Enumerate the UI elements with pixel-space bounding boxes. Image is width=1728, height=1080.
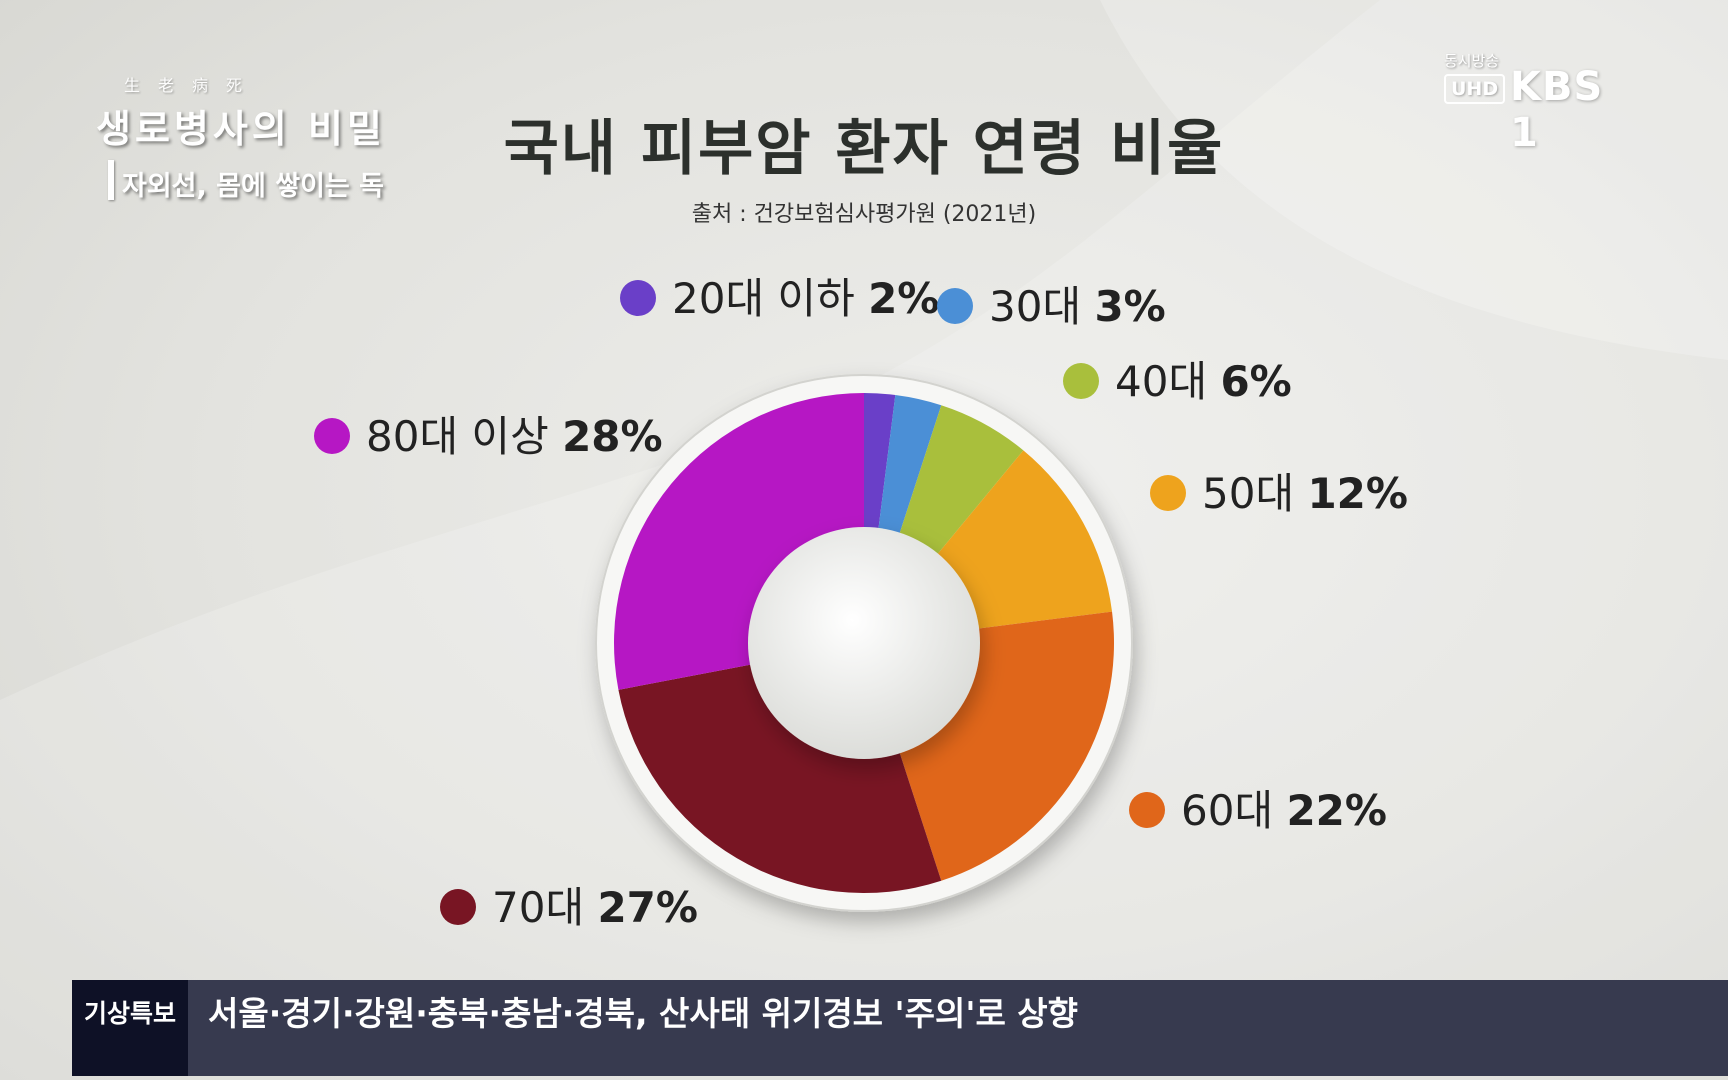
chart-title: 국내 피부암 환자 연령 비율 — [503, 114, 1225, 184]
legend-dot — [937, 288, 973, 324]
ticker-text: 서울·경기·강원·충북·충남·경북, 산사태 위기경보 '주의'로 상향 — [208, 994, 1079, 1033]
pie-slice — [864, 393, 896, 536]
program-logo: 生老病死 생로병사의 비밀 자외선, 몸에 쌓이는 독 — [96, 70, 396, 210]
slice-label: 20대 이하 2% — [672, 274, 939, 323]
pie-slice — [877, 394, 942, 541]
pie-slice — [897, 611, 1114, 881]
donut-chart: 20대 이하 2% 30대 3% 40대 6% 50대 12% 60대 22% 70대 2… — [314, 274, 1408, 932]
legend-dot — [1150, 475, 1186, 511]
subtitle-bar — [108, 160, 114, 200]
slice-label: 70대 27% — [492, 883, 698, 932]
channel-logo: KBS 1 — [1510, 64, 1604, 156]
slice-label: 50대 12% — [1202, 469, 1408, 518]
uhd-badge: UHD — [1444, 74, 1506, 104]
slice-label: 30대 3% — [989, 282, 1166, 331]
legend-dot — [1063, 363, 1099, 399]
chart-labels: 20대 이하 2% 30대 3% 40대 6% 50대 12% 60대 22% 70대 2… — [314, 274, 1408, 932]
legend-dot — [440, 889, 476, 925]
ticker-label: 기상특보 — [72, 980, 188, 1076]
chart-slices — [613, 393, 1114, 893]
simulcast-label: 동시방송 — [1444, 52, 1500, 70]
pie-slice — [613, 393, 864, 690]
legend-dot — [1129, 792, 1165, 828]
pie-slice — [932, 450, 1113, 630]
news-ticker: 기상특보 서울·경기·강원·충북·충남·경북, 산사태 위기경보 '주의'로 상… — [72, 980, 1728, 1076]
pie-slice — [897, 405, 1024, 560]
slice-label: 60대 22% — [1181, 786, 1387, 835]
program-title: 생로병사의 비밀 — [96, 107, 386, 151]
legend-dot — [314, 418, 350, 454]
slice-label: 40대 6% — [1115, 357, 1292, 406]
chart-source: 출처 : 건강보험심사평가원 (2021년) — [691, 202, 1037, 227]
pie-slice — [618, 663, 942, 893]
broadcaster-logo: 동시방송 UHD KBS 1 — [1444, 50, 1644, 156]
program-subtitle: 자외선, 몸에 쌓이는 독 — [122, 171, 385, 202]
legend-dot — [620, 280, 656, 316]
donut-hole — [748, 527, 980, 759]
program-hanja: 生老病死 — [124, 76, 261, 95]
slice-label: 80대 이상 28% — [366, 412, 663, 461]
